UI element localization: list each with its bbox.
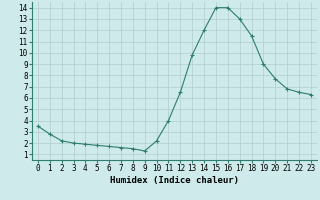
X-axis label: Humidex (Indice chaleur): Humidex (Indice chaleur) xyxy=(110,176,239,185)
